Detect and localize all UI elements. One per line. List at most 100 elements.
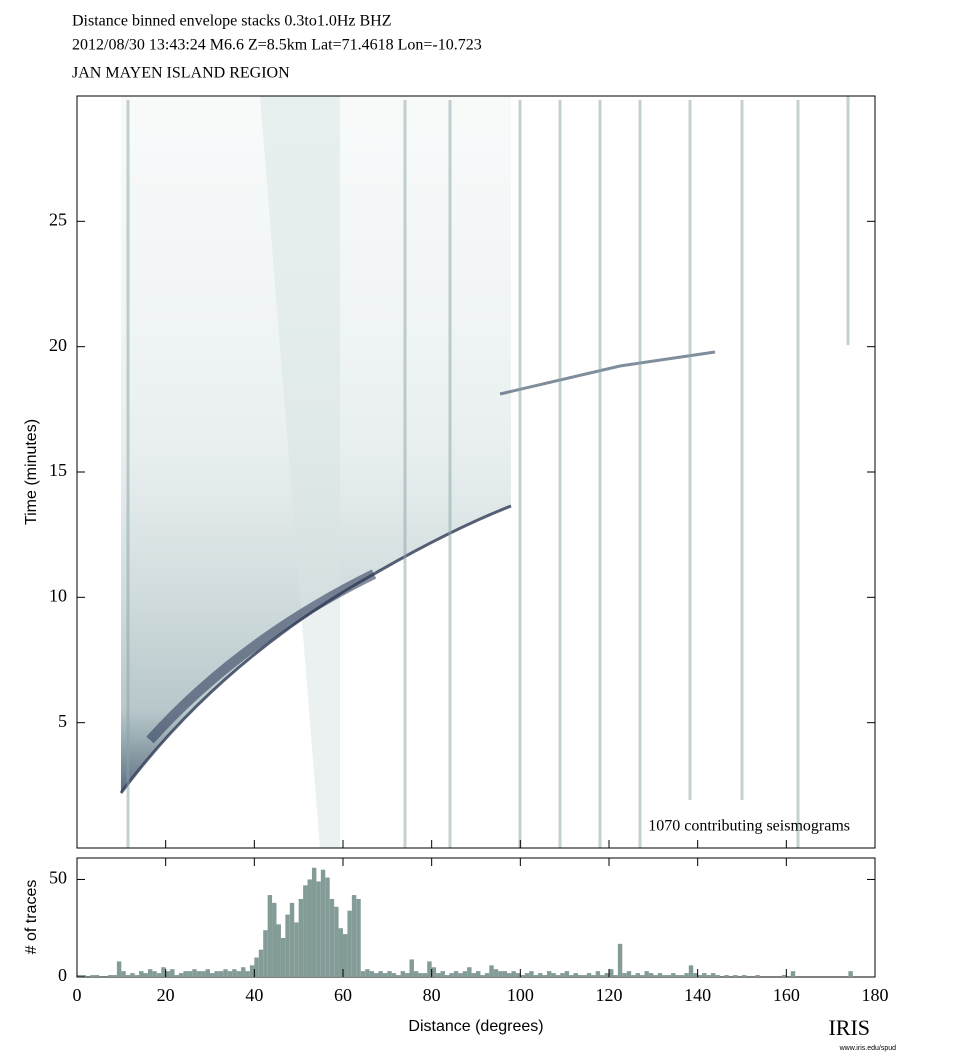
bar [205, 969, 210, 977]
bar [675, 975, 680, 977]
bar [90, 975, 95, 977]
bar [648, 973, 654, 977]
bar [241, 967, 246, 977]
bar [214, 971, 219, 977]
y-tick-label: 50 [49, 868, 67, 888]
bar [280, 937, 286, 977]
bar [116, 961, 122, 977]
bar [258, 949, 264, 977]
bar [560, 973, 565, 977]
bar [644, 971, 649, 977]
title-line: Distance binned envelope stacks 0.3to1.0… [72, 13, 391, 30]
bar [307, 879, 312, 977]
bar [396, 975, 401, 977]
bar [635, 973, 641, 977]
bar [710, 973, 716, 977]
bar [289, 902, 295, 977]
bar [595, 971, 601, 977]
bar [165, 971, 171, 977]
bar [311, 867, 317, 977]
bar [657, 973, 663, 977]
bar [444, 975, 450, 977]
bar [294, 922, 299, 977]
bar [715, 975, 720, 977]
bar [192, 969, 197, 977]
bar [626, 971, 632, 977]
bar [254, 957, 259, 977]
bar [267, 895, 273, 977]
bar [671, 973, 676, 977]
bar [617, 943, 623, 977]
bar [210, 973, 215, 977]
bar [848, 971, 853, 977]
bar [325, 877, 330, 977]
bar [369, 971, 375, 977]
bar [236, 971, 242, 977]
bar [462, 971, 468, 977]
bar [422, 973, 428, 977]
bar [409, 959, 414, 977]
bar [81, 975, 86, 977]
bar [493, 969, 499, 977]
bar [449, 973, 454, 977]
bar [573, 973, 578, 977]
y-axis-label: # of traces [23, 880, 40, 955]
x-tick-label: 100 [507, 985, 534, 1005]
bar [316, 881, 321, 977]
bar [356, 898, 361, 977]
bar [152, 971, 157, 977]
bar [227, 971, 233, 977]
bar [232, 969, 237, 977]
bar [94, 975, 100, 977]
logo: IRIS [828, 1015, 870, 1040]
bar [702, 973, 707, 977]
bar [125, 975, 131, 977]
bar [577, 975, 583, 977]
bar [418, 973, 423, 977]
x-tick-label: 80 [423, 985, 441, 1005]
bar [538, 973, 543, 977]
bar [724, 975, 729, 977]
bar [507, 973, 512, 977]
bar [347, 910, 352, 977]
bar [564, 971, 570, 977]
bar [453, 971, 459, 977]
bar [662, 975, 667, 977]
y-axis-label: Time (minutes) [23, 419, 40, 525]
bar [653, 975, 658, 977]
x-axis-label: Distance (degrees) [408, 1018, 543, 1035]
bar [431, 967, 437, 977]
bar [218, 971, 224, 977]
plot-frame [76, 857, 876, 978]
bar [108, 975, 113, 977]
bar [365, 969, 370, 977]
bar [781, 975, 787, 977]
bar [697, 975, 703, 977]
x-tick-label: 160 [773, 985, 800, 1005]
bar [223, 969, 228, 977]
y-tick-label: 20 [49, 335, 67, 355]
bar [187, 971, 193, 977]
bar [591, 975, 596, 977]
bar [387, 971, 392, 977]
bar [143, 973, 148, 977]
bar [156, 973, 162, 977]
bar [458, 973, 463, 977]
bar [338, 928, 343, 977]
bar [582, 975, 587, 977]
logo-url: www.iris.edu/spud [839, 1045, 897, 1052]
bar [742, 975, 747, 977]
bar [298, 898, 304, 977]
bar [515, 973, 521, 977]
bar [529, 971, 534, 977]
bar [134, 975, 140, 977]
bar [285, 914, 290, 977]
bar [440, 971, 445, 977]
envelope-texture [119, 96, 850, 848]
y-tick-label: 25 [49, 209, 67, 229]
bar [161, 967, 166, 977]
bar [334, 906, 339, 977]
bar [121, 971, 126, 977]
bar [413, 971, 419, 977]
bar [489, 965, 494, 977]
